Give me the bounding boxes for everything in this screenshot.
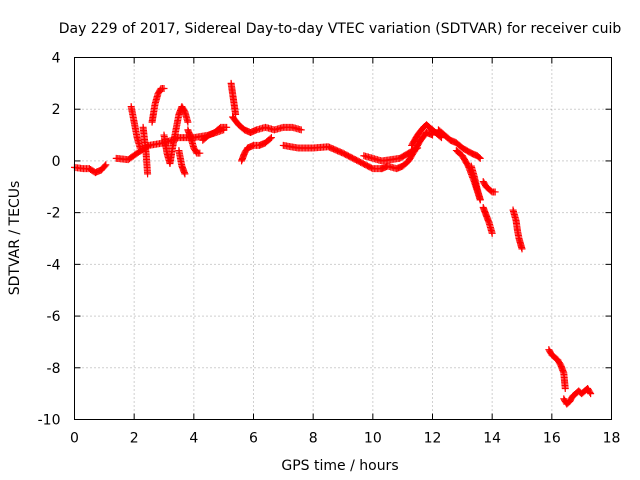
x-tick-label: 10	[364, 431, 382, 447]
y-tick-label: -10	[38, 413, 61, 429]
y-tick-label: 4	[52, 51, 61, 67]
data-point	[184, 118, 192, 126]
data-point	[476, 196, 484, 204]
x-axis-label: GPS time / hours	[281, 458, 398, 474]
y-tick-label: -6	[47, 309, 61, 325]
data-point	[587, 390, 595, 398]
x-tick-label: 4	[189, 431, 198, 447]
axis-ticks: 0 2 4 6 8 10 12 14 16 18 4 2 0 -2 -4 -6 -8 -10	[38, 51, 621, 447]
data-series	[71, 79, 595, 408]
x-tick-label: 2	[130, 431, 139, 447]
data-point	[160, 85, 168, 93]
x-tick-label: 6	[249, 431, 258, 447]
x-tick-label: 18	[603, 431, 621, 447]
y-tick-label: -8	[47, 361, 61, 377]
plot-frame	[74, 57, 612, 420]
data-point	[196, 149, 204, 157]
data-point	[144, 170, 152, 178]
data-point	[518, 245, 526, 253]
data-point	[476, 154, 484, 162]
data-point	[101, 162, 109, 170]
data-point	[181, 170, 189, 178]
data-point	[491, 188, 499, 196]
x-tick-label: 16	[543, 431, 561, 447]
x-tick-label: 12	[424, 431, 442, 447]
y-tick-label: -4	[47, 257, 61, 273]
y-tick-label: -2	[47, 206, 61, 222]
data-point	[223, 123, 231, 131]
x-tick-label: 0	[70, 431, 79, 447]
data-point	[586, 388, 594, 396]
y-tick-label: 0	[52, 154, 61, 170]
data-point	[102, 161, 110, 169]
x-tick-label: 8	[309, 431, 318, 447]
x-tick-label: 14	[483, 431, 501, 447]
data-point	[267, 134, 275, 142]
data-point	[297, 126, 305, 134]
data-point	[136, 144, 144, 152]
data-point	[488, 229, 496, 237]
data-point	[266, 135, 274, 143]
data-point	[475, 153, 483, 161]
data-point	[561, 384, 569, 392]
y-tick-label: 2	[52, 102, 61, 118]
grid-lines	[74, 57, 612, 420]
y-axis-label: SDTVAR / TECUs	[7, 181, 23, 296]
chart-title: Day 229 of 2017, Sidereal Day-to-day VTE…	[59, 21, 622, 37]
